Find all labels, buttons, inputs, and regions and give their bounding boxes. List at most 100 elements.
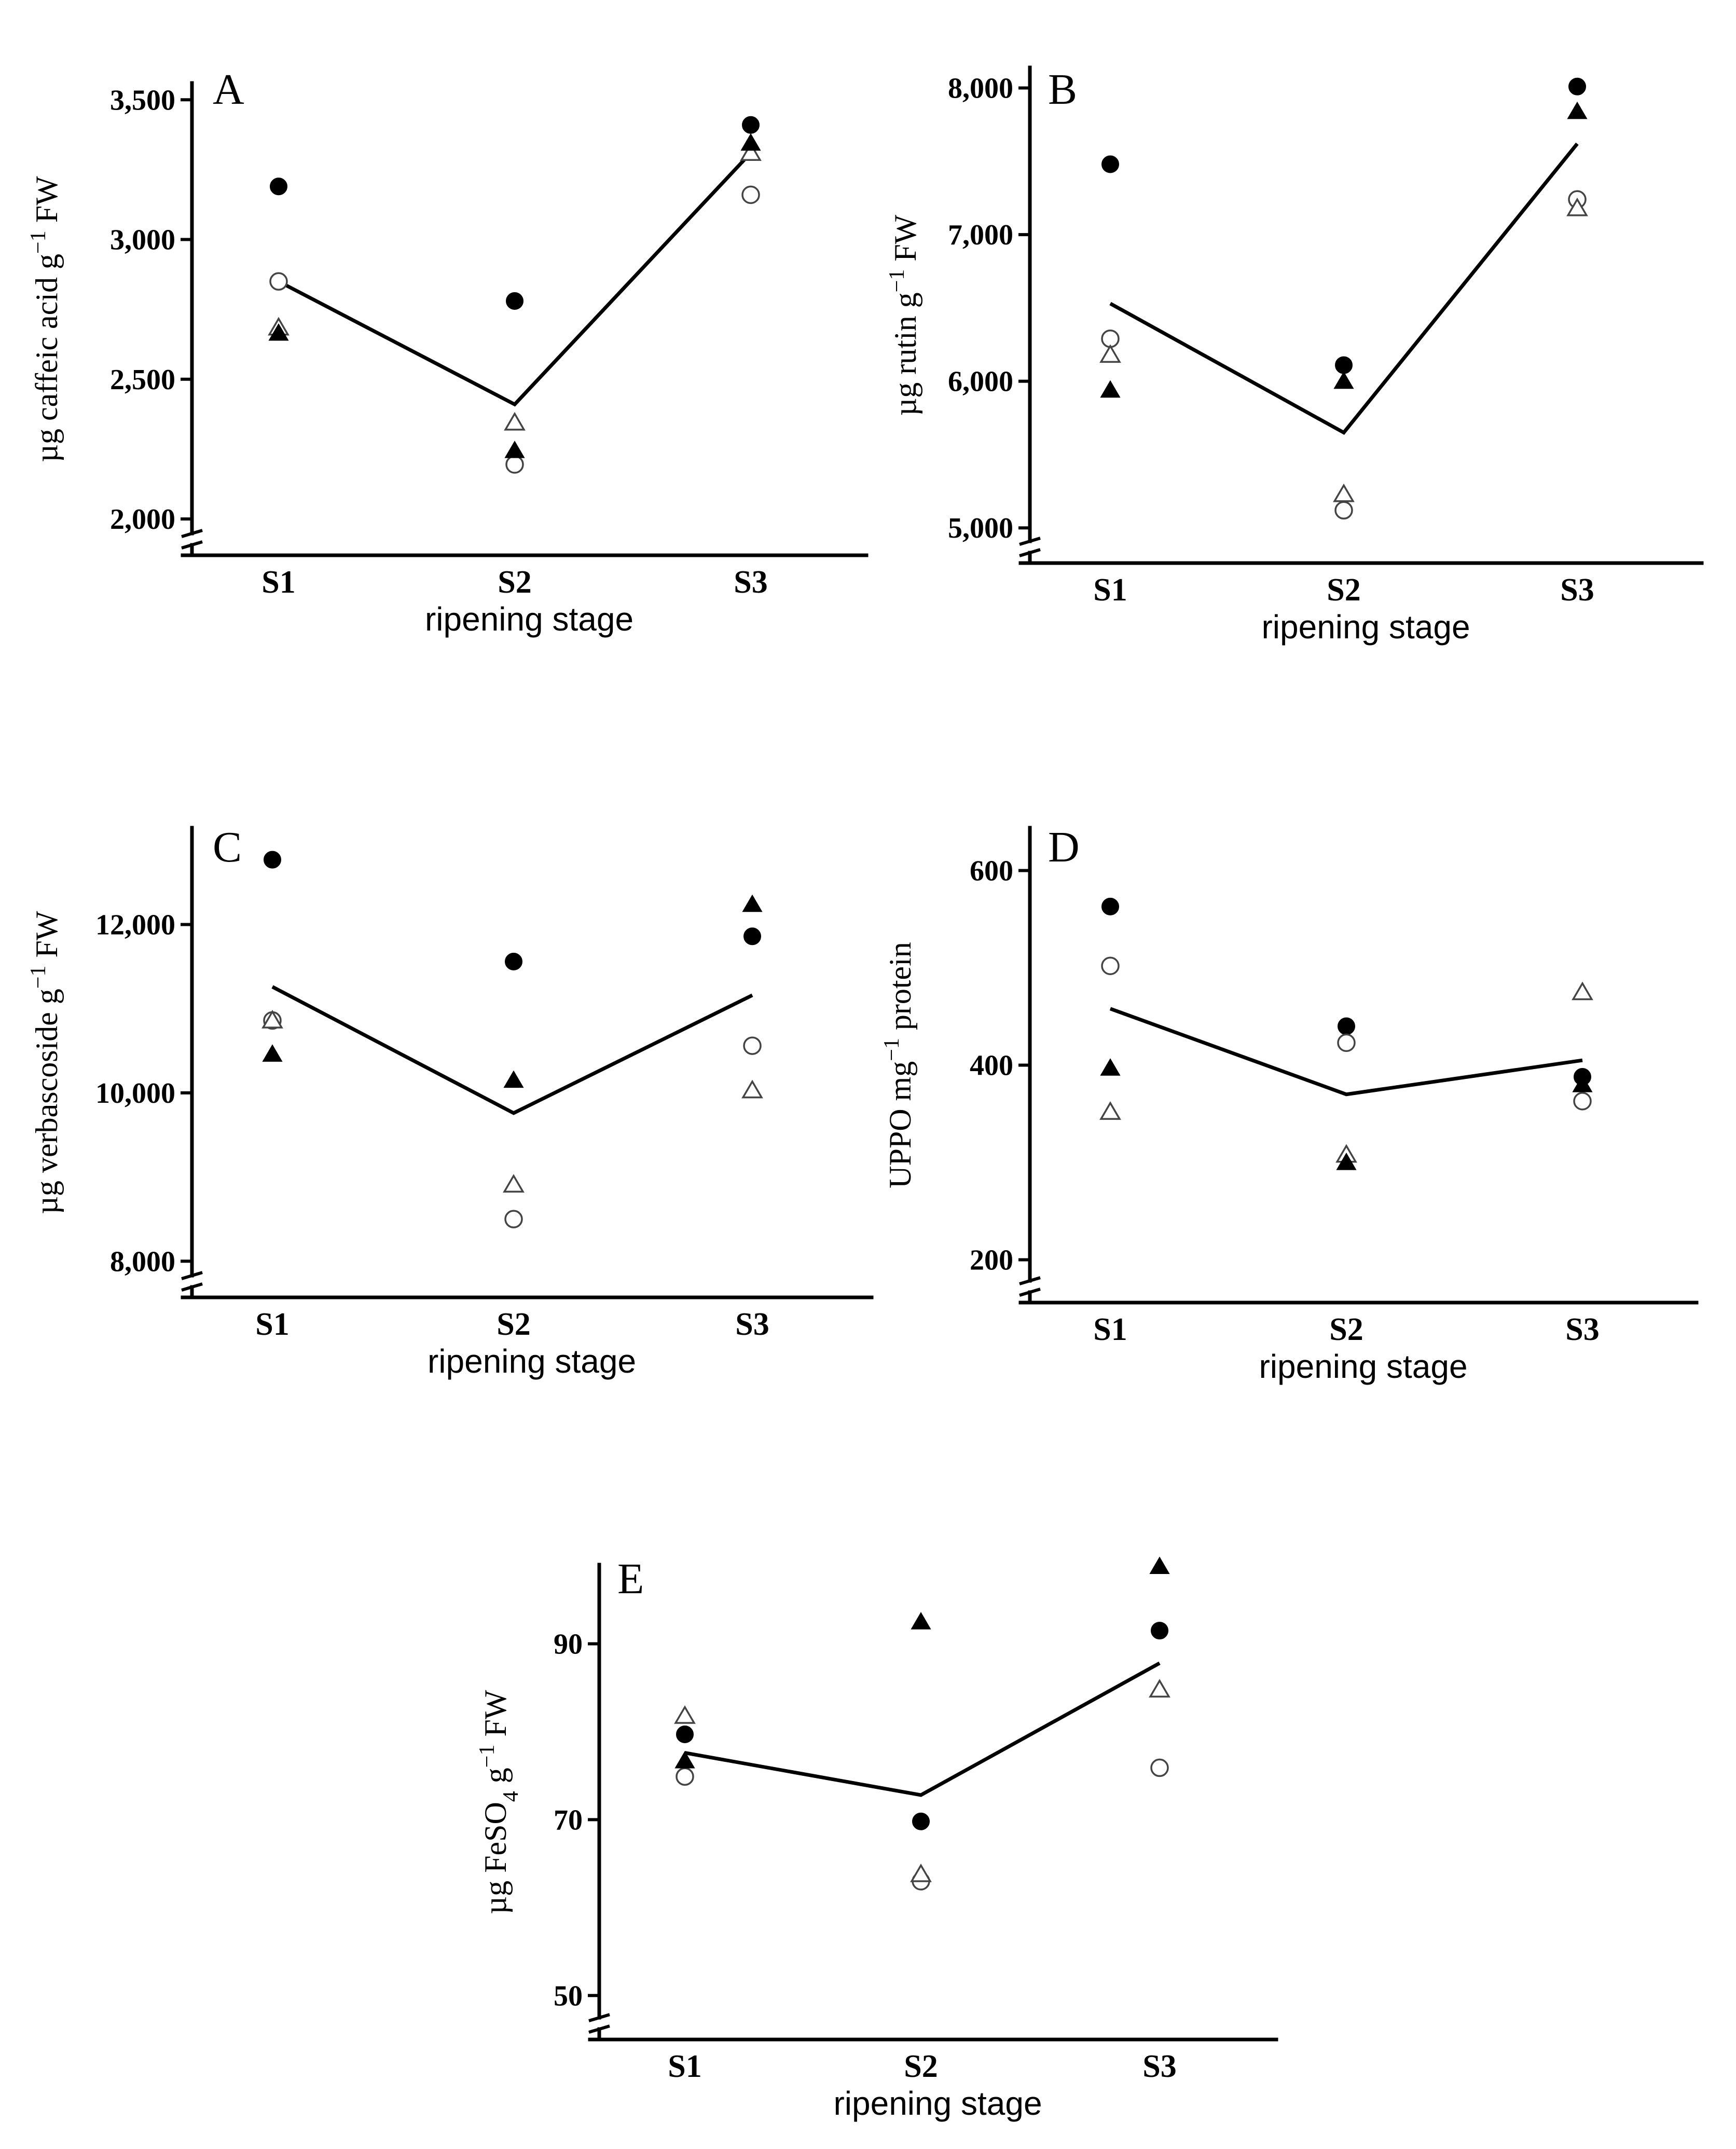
y-axis-title: µg rutin g−1 FW [885,214,922,416]
mean-line [278,152,752,407]
y-axis-title: µg FeSO4 g−1 FW [475,1690,523,1914]
y-tick-label: 8,000 [110,1245,175,1278]
y-tick-label: 12,000 [95,909,175,941]
point-filled-circle [506,292,523,310]
y-tick-label: 400 [970,1050,1013,1082]
point-filled-circle [1101,897,1119,915]
panel-e: E 50 70 90 S1 S2 S3 ripening stage µg FeSO4 g−1 … [475,1555,1278,2122]
point-filled-triangle [1100,380,1121,398]
mean-line [1109,142,1579,435]
y-tick-label: 200 [970,1244,1013,1277]
point-open-circle [1334,501,1353,520]
point-open-triangle [1099,344,1121,363]
point-filled-triangle [1567,101,1588,119]
x-axis-title: ripening stage [833,2085,1042,2122]
axis-break-mark [181,1271,203,1292]
x-axis-title: ripening stage [425,600,633,638]
point-filled-circle [743,927,761,946]
point-open-circle [1101,956,1120,975]
point-open-triangle [1572,981,1593,1001]
x-tick-label: S3 [1560,572,1594,608]
point-open-triangle [504,412,526,431]
x-tick-label: S2 [497,1307,530,1342]
point-open-triangle [674,1705,696,1724]
point-filled-circle [270,177,287,196]
x-tick-label: S2 [1327,572,1360,608]
point-filled-circle [742,116,760,134]
point-filled-triangle [1572,1075,1593,1092]
point-open-triangle [740,142,762,161]
point-filled-circle [1338,1017,1355,1035]
x-axis-title: ripening stage [1261,608,1470,646]
panel-a: A 2,000 2,500 3,000 3,500 S1 S2 S3 ripening stag… [26,65,869,638]
point-filled-triangle [268,323,289,341]
point-open-triangle [741,1079,763,1099]
axis-break-mark [1019,537,1041,557]
axis-break-mark [588,2013,610,2034]
y-tick-label: 3,000 [110,224,175,256]
point-filled-triangle [674,1750,695,1769]
x-tick-label: S1 [668,2049,701,2084]
y-tick-label: 2,000 [110,503,175,536]
panel-letter: C [213,823,242,871]
y-axis-title: µg caffeic acid g−1 FW [26,176,64,462]
point-filled-triangle [504,441,525,458]
point-open-circle [505,455,524,474]
panel-letter: A [213,65,244,114]
point-filled-circle [264,851,281,869]
panel-d: D 200 400 600 S1 S2 S3 ripening stage UPPO mg−1 … [880,823,1699,1385]
x-tick-label: S1 [1093,1312,1127,1347]
point-filled-triangle [1100,1058,1121,1076]
point-open-circle [741,185,760,204]
point-open-triangle [910,1863,932,1882]
mean-line [684,1661,1161,1797]
point-filled-triangle [740,133,761,151]
panel-letter: E [617,1555,644,1603]
point-open-circle [1337,1033,1356,1052]
y-tick-label: 8,000 [948,73,1013,105]
y-tick-label: 10,000 [95,1077,175,1110]
point-filled-triangle [742,894,763,912]
y-tick-label: 6,000 [948,366,1013,398]
axis-break-mark [1019,1276,1041,1297]
point-filled-triangle [911,1612,931,1630]
point-open-circle [743,1036,762,1055]
x-tick-label: S2 [1329,1312,1363,1347]
point-filled-triangle [262,1044,283,1062]
point-filled-triangle [1336,1153,1357,1170]
point-filled-triangle [1149,1556,1170,1574]
point-open-triangle [1333,483,1355,502]
y-tick-label: 600 [970,855,1013,887]
point-filled-triangle [503,1070,524,1088]
x-axis-title: ripening stage [1259,1348,1467,1385]
panel-letter: D [1048,823,1080,871]
point-filled-circle [676,1726,694,1744]
point-open-circle [269,272,288,291]
y-tick-label: 90 [554,1628,583,1661]
y-tick-label: 7,000 [948,219,1013,251]
panel-b: B 5,000 6,000 7,000 8,000 S1 S2 S3 ripening stag… [885,65,1704,646]
point-open-triangle [261,1009,283,1029]
mean-line [271,985,753,1115]
point-open-triangle [503,1174,525,1193]
point-filled-circle [1335,356,1353,374]
x-tick-label: S2 [904,2049,938,2084]
x-tick-label: S1 [1093,572,1127,608]
axis-break-mark [181,529,203,550]
y-axis-title: µg verbascoside g−1 FW [26,911,64,1214]
x-tick-label: S3 [1142,2049,1176,2084]
panel-letter: B [1048,65,1077,114]
point-open-circle [676,1767,694,1786]
mean-line [1109,1007,1583,1097]
point-open-triangle [1566,197,1588,216]
y-axis-title: UPPO mg−1 protein [880,942,917,1188]
point-filled-circle [912,1812,930,1830]
point-open-circle [504,1210,523,1228]
panel-c: C 8,000 10,000 12,000 S1 S2 S3 ripening stage µg… [26,823,874,1380]
y-tick-label: 2,500 [110,364,175,396]
x-axis-title: ripening stage [428,1343,636,1380]
x-tick-label: S2 [498,565,531,600]
x-tick-label: S3 [1565,1312,1599,1347]
point-filled-circle [1151,1622,1168,1640]
